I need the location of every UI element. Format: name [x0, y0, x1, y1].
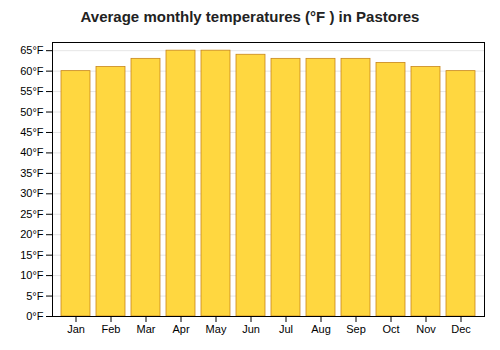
svg-text:Jul: Jul: [279, 323, 293, 335]
svg-text:40°F: 40°F: [20, 146, 44, 158]
svg-text:May: May: [206, 323, 227, 335]
svg-text:Aug: Aug: [311, 323, 331, 335]
svg-text:Dec: Dec: [451, 323, 471, 335]
svg-text:25°F: 25°F: [20, 208, 44, 220]
svg-text:Nov: Nov: [416, 323, 436, 335]
svg-text:20°F: 20°F: [20, 228, 44, 240]
svg-text:10°F: 10°F: [20, 269, 44, 281]
svg-text:Apr: Apr: [172, 323, 189, 335]
svg-text:Mar: Mar: [137, 323, 156, 335]
svg-text:60°F: 60°F: [20, 65, 44, 77]
svg-text:Sep: Sep: [346, 323, 366, 335]
svg-text:Jun: Jun: [242, 323, 260, 335]
svg-text:5°F: 5°F: [26, 290, 44, 302]
svg-text:15°F: 15°F: [20, 249, 44, 261]
svg-text:Jan: Jan: [67, 323, 85, 335]
svg-text:55°F: 55°F: [20, 85, 44, 97]
html-text:Average monthly temperatures (: Average monthly temperatures (°F ) in Pa…: [80, 8, 420, 25]
svg-text:30°F: 30°F: [20, 187, 44, 199]
svg-text:35°F: 35°F: [20, 167, 44, 179]
svg-text:45°F: 45°F: [20, 126, 44, 138]
svg-text:0°F: 0°F: [26, 310, 44, 322]
svg-text:65°F: 65°F: [20, 44, 44, 56]
svg-text:Oct: Oct: [382, 323, 399, 335]
svg-text:Feb: Feb: [102, 323, 121, 335]
svg-text:50°F: 50°F: [20, 106, 44, 118]
